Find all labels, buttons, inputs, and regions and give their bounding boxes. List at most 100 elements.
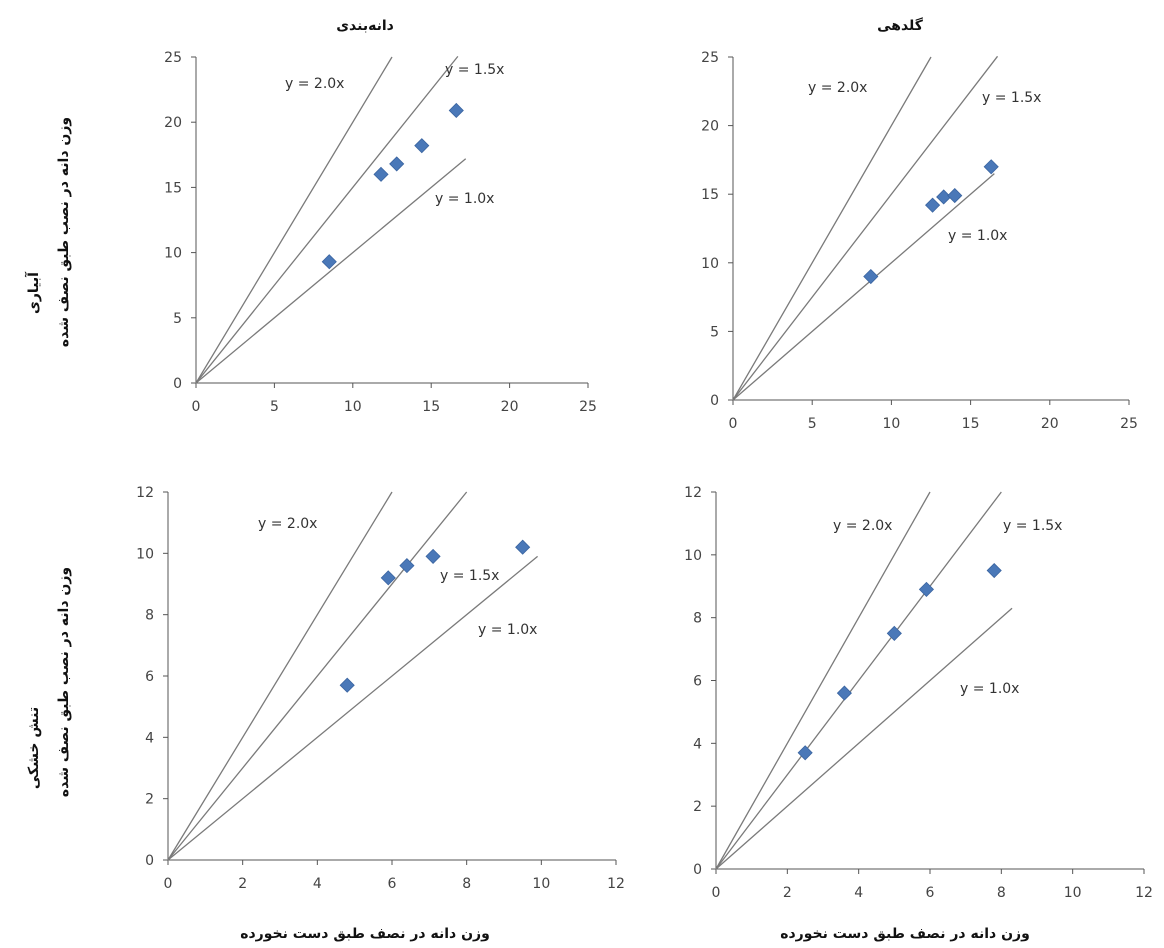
reference-line: [715, 491, 931, 870]
x-tick-label: 0: [729, 416, 738, 432]
reference-line: [715, 491, 1002, 870]
x-tick-label: 10: [1064, 885, 1082, 901]
y-tick-label: 15: [164, 180, 182, 196]
x-tick-label: 2: [238, 876, 247, 892]
y-tick-label: 0: [173, 376, 182, 392]
data-point: [425, 548, 441, 564]
data-point: [983, 159, 999, 175]
reference-line-label: y = 1.0x: [478, 622, 537, 638]
reference-line: [195, 55, 459, 384]
column-title-left: دانه‌بندی: [336, 18, 394, 34]
data-point: [947, 188, 963, 204]
reference-line-label: y = 2.0x: [833, 518, 892, 534]
reference-line-label: y = 1.0x: [948, 228, 1007, 244]
data-point: [925, 197, 941, 213]
y-tick-label: 4: [693, 736, 702, 752]
row-label-top: آبیاری: [24, 271, 42, 314]
xlabel-bottom-left: وزن دانه در نصف طبق دست نخورده: [240, 926, 490, 942]
data-point: [918, 581, 934, 597]
data-point: [515, 539, 531, 555]
ylabel-bottom: وزن دانه در نصب طبق نصف شده: [56, 567, 72, 797]
y-tick-label: 2: [145, 792, 154, 808]
reference-line-label: y = 1.5x: [982, 90, 1041, 106]
x-tick-label: 10: [532, 876, 550, 892]
y-tick-label: 25: [701, 50, 719, 66]
x-tick-label: 5: [270, 399, 279, 415]
xlabel-bottom-right: وزن دانه در نصف طبق دست نخورده: [780, 926, 1030, 942]
data-point: [797, 745, 813, 761]
x-tick-label: 6: [926, 885, 935, 901]
reference-line-label: y = 2.0x: [808, 80, 867, 96]
x-tick-label: 12: [1135, 885, 1153, 901]
x-tick-label: 10: [344, 399, 362, 415]
y-tick-label: 0: [145, 853, 154, 869]
reference-line-label: y = 1.5x: [440, 568, 499, 584]
data-point: [986, 562, 1002, 579]
data-point: [389, 156, 405, 172]
reference-line-label: y = 2.0x: [285, 76, 344, 92]
y-tick-label: 8: [693, 611, 702, 627]
data-point: [339, 677, 355, 693]
data-point: [448, 102, 464, 119]
x-tick-label: 5: [808, 416, 817, 432]
x-tick-label: 0: [192, 399, 201, 415]
y-tick-label: 10: [701, 256, 719, 272]
y-tick-label: 20: [701, 119, 719, 135]
data-point: [863, 268, 879, 285]
data-point: [886, 625, 902, 641]
scatter-panel-3: 0 2 4 6 8 10 12 0 2 4 6 8 10 12 y = 2.0x y = 1.5x y = 1.…: [136, 485, 625, 892]
data-point: [321, 254, 337, 270]
x-tick-label: 25: [1120, 416, 1138, 432]
reference-line: [167, 555, 539, 861]
y-tick-label: 2: [693, 799, 702, 815]
y-tick-label: 5: [710, 324, 719, 340]
x-tick-label: 4: [313, 876, 322, 892]
y-tick-label: 20: [164, 115, 182, 131]
reference-line-label: y = 1.0x: [960, 681, 1019, 697]
reference-line: [195, 56, 393, 384]
x-tick-label: 0: [164, 876, 173, 892]
y-tick-label: 10: [164, 246, 182, 262]
y-tick-label: 6: [693, 674, 702, 690]
reference-line: [732, 56, 932, 401]
data-point: [414, 138, 430, 154]
x-tick-label: 8: [462, 876, 471, 892]
data-point: [373, 166, 389, 182]
x-tick-label: 15: [962, 416, 980, 432]
x-tick-label: 0: [712, 885, 721, 901]
y-tick-label: 10: [684, 548, 702, 564]
column-title-right: گلدهی: [877, 17, 924, 34]
reference-line: [167, 491, 468, 861]
y-tick-label: 8: [145, 608, 154, 624]
reference-line: [167, 491, 393, 861]
x-tick-label: 12: [607, 876, 625, 892]
x-tick-label: 2: [783, 885, 792, 901]
y-tick-label: 12: [136, 485, 154, 501]
y-tick-label: 6: [145, 669, 154, 685]
scatter-panel-1: 0 5 10 15 20 25 0 5 10 15 20 25 y = 2.0x y = 1.5x y = …: [164, 50, 597, 415]
reference-line: [732, 173, 995, 401]
y-tick-label: 15: [701, 187, 719, 203]
x-tick-label: 20: [1041, 416, 1059, 432]
x-tick-label: 15: [422, 399, 440, 415]
reference-line-label: y = 1.5x: [445, 62, 504, 78]
data-point: [836, 685, 852, 701]
reference-line-label: y = 2.0x: [258, 516, 317, 532]
reference-line-label: y = 1.0x: [435, 191, 494, 207]
y-tick-label: 12: [684, 485, 702, 501]
scatter-panel-2: 0 5 10 15 20 25 0 5 10 15 20 25 y = 2.0x y = 1.5x y = …: [701, 50, 1138, 432]
y-tick-label: 25: [164, 50, 182, 66]
x-tick-label: 6: [388, 876, 397, 892]
y-tick-label: 10: [136, 546, 154, 562]
y-tick-label: 5: [173, 311, 182, 327]
reference-line: [732, 55, 999, 401]
x-tick-label: 25: [579, 399, 597, 415]
x-tick-label: 10: [882, 416, 900, 432]
x-tick-label: 4: [854, 885, 863, 901]
reference-line-label: y = 1.5x: [1003, 518, 1062, 534]
data-point: [380, 570, 396, 586]
data-point: [399, 558, 415, 574]
y-tick-label: 0: [693, 862, 702, 878]
